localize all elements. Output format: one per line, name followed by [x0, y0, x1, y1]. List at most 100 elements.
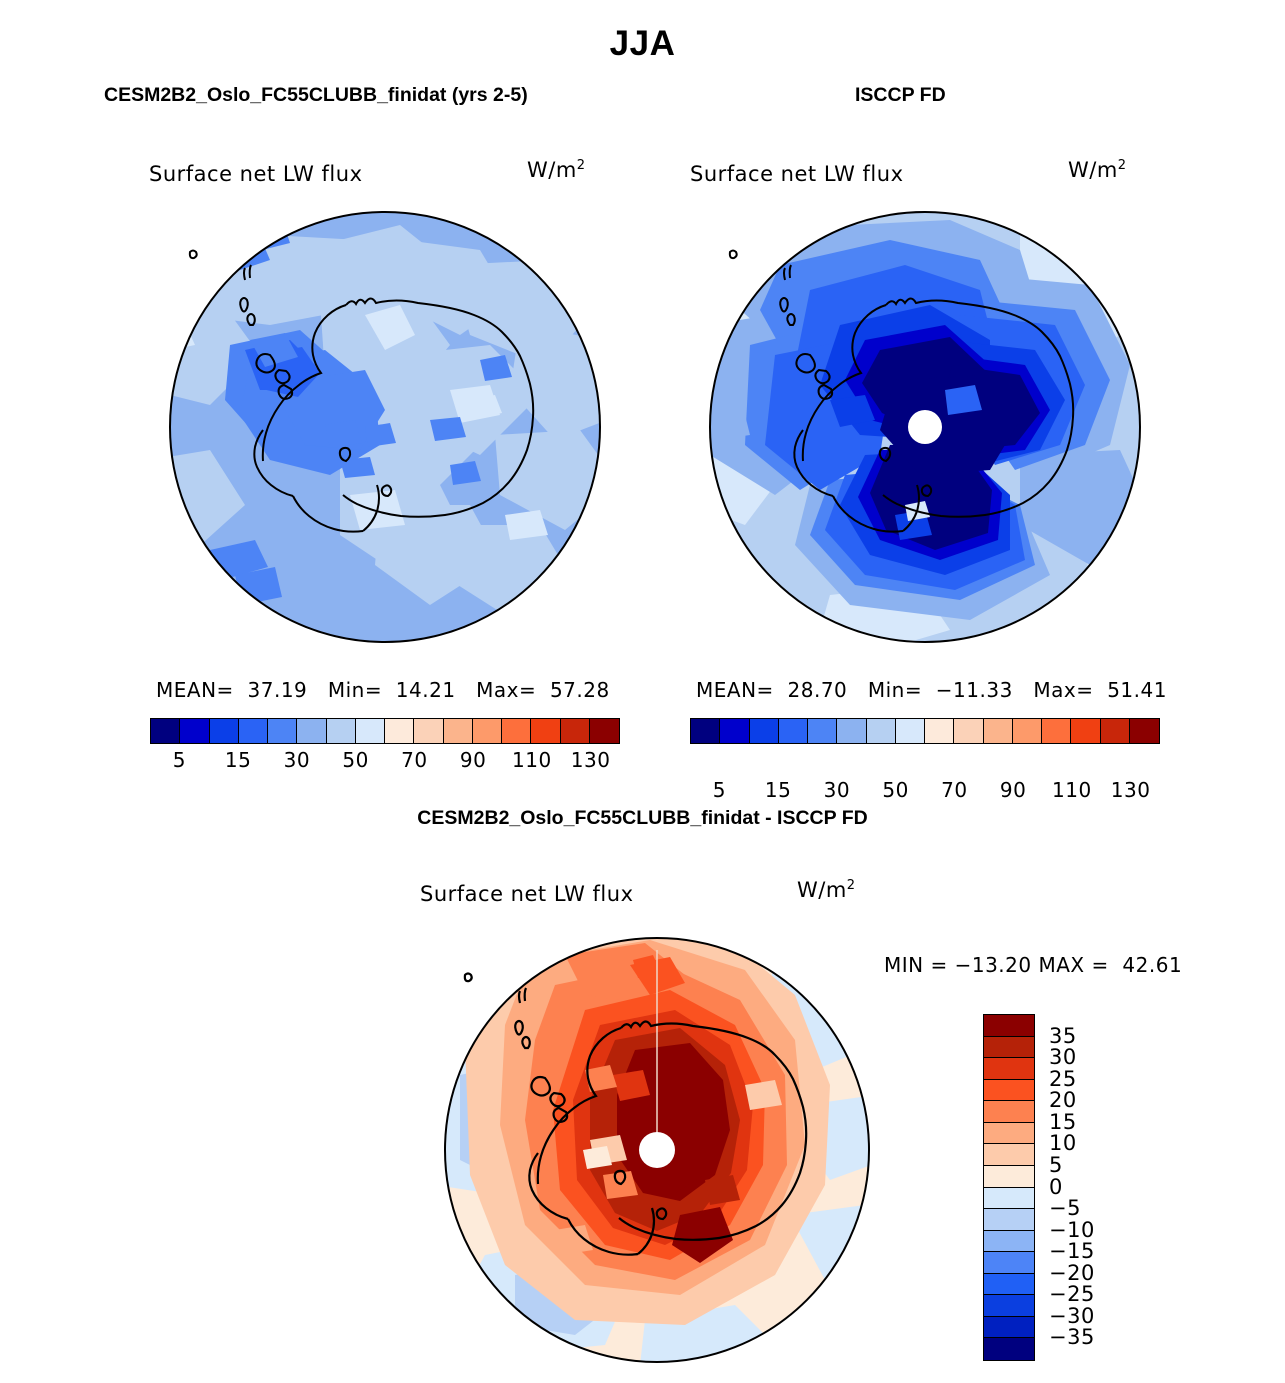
obs-panel-title: ISCCP FD — [855, 84, 946, 106]
obs-colorbar — [690, 718, 1160, 744]
colorbar-cell — [414, 719, 444, 743]
colorbar-tick-label: 50 — [882, 778, 909, 802]
colorbar-cell — [984, 1144, 1034, 1166]
obs-variable-label: Surface net LW flux — [690, 162, 904, 186]
colorbar-cell — [238, 719, 268, 743]
colorbar-tick-label: 70 — [401, 748, 428, 772]
colorbar-cell — [895, 719, 925, 743]
model-contour-fill — [170, 212, 600, 642]
obs-map-outline — [709, 211, 1141, 643]
colorbar-cell — [531, 719, 561, 743]
colorbar-cell — [984, 1209, 1034, 1231]
colorbar-cell — [1129, 719, 1159, 743]
colorbar-tick-label: −15 — [1049, 1239, 1095, 1264]
colorbar-tick-label: 30 — [1049, 1045, 1077, 1070]
colorbar-tick-label: 15 — [1049, 1109, 1077, 1134]
colorbar-cell — [954, 719, 984, 743]
colorbar-tick-label: 30 — [823, 778, 851, 802]
colorbar-tick-label: 90 — [999, 778, 1027, 802]
antarctica-coastline — [463, 972, 808, 1256]
colorbar-cell — [984, 1058, 1034, 1080]
colorbar-tick-label: −25 — [1049, 1282, 1095, 1307]
diff-variable-label: Surface net LW flux — [420, 882, 634, 906]
colorbar-cell — [984, 1316, 1034, 1339]
diff-pole-data-gap — [639, 1132, 675, 1168]
model-variable-label: Surface net LW flux — [149, 162, 363, 186]
diff-units-text: W/m — [797, 878, 847, 902]
colorbar-cell — [866, 719, 896, 743]
colorbar-cell — [1071, 719, 1101, 743]
diff-colorbar — [983, 1014, 1035, 1361]
model-map-svg — [169, 211, 601, 643]
colorbar-tick-label: 15 — [764, 778, 792, 802]
colorbar-cell — [268, 719, 298, 743]
diff-panel-title: CESM2B2_Oslo_FC55CLUBB_finidat - ISCCP F… — [417, 807, 868, 829]
colorbar-cell — [560, 719, 590, 743]
colorbar-cell — [984, 1165, 1034, 1188]
colorbar-cell — [984, 1122, 1034, 1145]
antarctica-coastline — [188, 249, 535, 533]
obs-units-label: W/m2 — [1068, 158, 1127, 182]
colorbar-cell — [443, 719, 473, 743]
obs-colorbar-labels: 5 15 30 50 70 90 110 130 — [690, 778, 1158, 808]
model-colorbar-labels: 5 15 30 50 70 90 110 130 — [150, 748, 618, 778]
colorbar-cell — [984, 1079, 1034, 1102]
colorbar-tick-label: 25 — [1049, 1066, 1077, 1091]
colorbar-tick-label: 30 — [283, 748, 311, 772]
obs-stats: MEAN= 28.70 Min= −11.33 Max= 51.41 — [696, 678, 1167, 702]
colorbar-tick-label: 10 — [1049, 1131, 1077, 1156]
colorbar-tick-label: −35 — [1049, 1325, 1095, 1350]
season-title: JJA — [609, 24, 676, 63]
model-units-text: W/m — [527, 158, 577, 182]
colorbar-cell — [355, 719, 385, 743]
model-stats: MEAN= 37.19 Min= 14.21 Max= 57.28 — [156, 678, 610, 702]
colorbar-cell — [984, 1273, 1034, 1296]
colorbar-cell — [502, 719, 532, 743]
colorbar-cell — [778, 719, 808, 743]
obs-pole-data-gap — [908, 410, 942, 444]
model-units-exponent: 2 — [576, 158, 586, 173]
colorbar-tick-label: 35 — [1049, 1023, 1077, 1048]
colorbar-cell — [385, 719, 415, 743]
model-units-label: W/m2 — [527, 158, 586, 182]
colorbar-tick-label: 50 — [342, 748, 369, 772]
colorbar-tick-label: 20 — [1049, 1088, 1077, 1113]
model-map-outline — [169, 211, 601, 643]
colorbar-tick-label: 130 — [1110, 778, 1151, 802]
colorbar-tick-label: −10 — [1049, 1217, 1095, 1242]
colorbar-cell — [151, 719, 181, 743]
colorbar-cell — [691, 719, 721, 743]
diff-minmax-stats: MIN = −13.20 MAX = 42.61 — [884, 953, 1183, 977]
diff-map-svg — [444, 937, 870, 1363]
colorbar-cell — [984, 1230, 1034, 1253]
diff-polar-map — [435, 925, 885, 1375]
obs-units-text: W/m — [1068, 158, 1118, 182]
colorbar-cell — [984, 1295, 1034, 1317]
colorbar-tick-label: 70 — [941, 778, 968, 802]
colorbar-tick-label: 5 — [712, 778, 726, 802]
colorbar-cell — [983, 719, 1013, 743]
obs-units-exponent: 2 — [1117, 158, 1127, 173]
colorbar-tick-label: 110 — [1052, 778, 1092, 802]
colorbar-tick-label: −30 — [1049, 1303, 1095, 1328]
model-panel-title: CESM2B2_Oslo_FC55CLUBB_finidat (yrs 2-5) — [104, 84, 528, 106]
obs-map-svg — [709, 211, 1141, 643]
colorbar-tick-label: 110 — [512, 748, 552, 772]
colorbar-tick-label: 5 — [1049, 1152, 1063, 1177]
colorbar-cell — [472, 719, 502, 743]
colorbar-cell — [925, 719, 955, 743]
diff-units-label: W/m2 — [797, 878, 856, 902]
colorbar-cell — [589, 719, 619, 743]
diff-map-outline — [444, 937, 870, 1363]
colorbar-cell — [837, 719, 867, 743]
diff-colorbar-labels: 35 30 25 20 15 10 5 0 −5 −10 −15 −20 −25 −30 −35 — [1049, 1014, 1169, 1359]
colorbar-cell — [749, 719, 779, 743]
colorbar-cell — [984, 1338, 1034, 1360]
colorbar-tick-label: 5 — [172, 748, 186, 772]
colorbar-tick-label: −20 — [1049, 1260, 1095, 1285]
colorbar-cell — [1012, 719, 1042, 743]
colorbar-tick-label: 15 — [224, 748, 252, 772]
colorbar-cell — [984, 1036, 1034, 1059]
colorbar-cell — [984, 1101, 1034, 1123]
colorbar-tick-label: −5 — [1049, 1196, 1081, 1221]
